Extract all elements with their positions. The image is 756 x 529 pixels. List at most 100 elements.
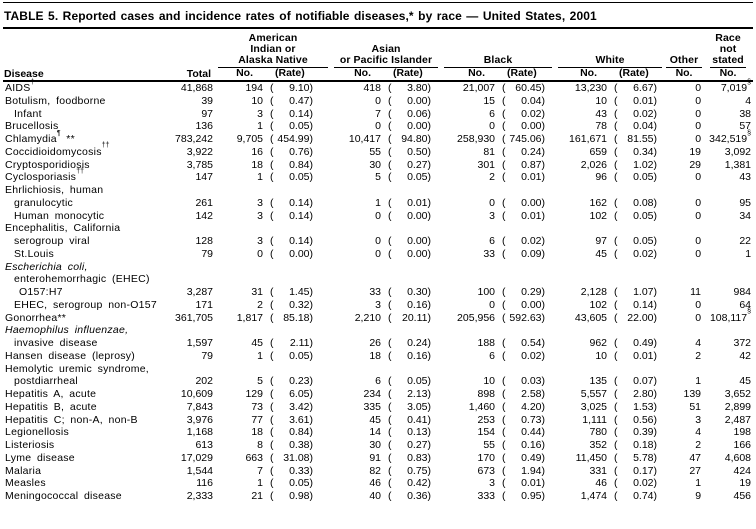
- cell-other-no: 0: [695, 133, 702, 145]
- cell-disease: St.Louis: [14, 247, 54, 260]
- cell-aian-rate: [265, 324, 331, 337]
- table-row: Cyclosporiasis†† 147 1 (0.05) 5 (0.05) 2 (0.01)…: [3, 168, 753, 184]
- cell-other-no: 1: [695, 375, 702, 388]
- cell-black-rate: (1.94): [502, 464, 546, 477]
- cell-aian-no: [215, 261, 265, 274]
- cell-api-rate: (0.83): [388, 451, 431, 464]
- cell-black-no: 188: [477, 337, 496, 349]
- cell-black-no: 333: [477, 490, 496, 502]
- cell-black-rate: (0.09): [502, 247, 546, 260]
- cell-total: 3,922: [186, 145, 213, 158]
- cell-race-not-stated-no: 342,519§: [709, 129, 752, 146]
- cell-aian-rate: (31.08): [270, 451, 313, 464]
- cell-race-not-stated-no: 1: [745, 247, 752, 260]
- cell-white-rate: (0.05): [614, 171, 658, 184]
- cell-api-rate: (0.41): [388, 413, 431, 426]
- group-underline: [710, 67, 747, 68]
- cell-aian-no: 21: [251, 490, 263, 502]
- table-row: Lyme disease 17,029 663 (31.08) 91 (0.83) 170 (…: [3, 452, 753, 465]
- cell-disease: Botulism, foodborne: [5, 94, 106, 107]
- cell-aian-rate: (0.00): [270, 247, 313, 260]
- cell-api-no: [331, 324, 383, 337]
- table-row: Gonorrhea** 361,705 1,817 (85.18) 2,210 (20.1…: [3, 308, 753, 325]
- cell-white-rate: (0.08): [614, 196, 658, 209]
- cell-white-no: 96: [595, 171, 608, 184]
- cell-disease: Hepatitis A, acute: [5, 388, 97, 400]
- cell-other-no: 1: [695, 477, 702, 490]
- footnote-marker: †: [30, 78, 35, 86]
- cell-white-no: 102: [589, 298, 608, 311]
- cell-aian-no: 194: [245, 82, 263, 94]
- cell-black-no: 170: [477, 451, 496, 464]
- cell-black-rate: [497, 261, 555, 274]
- footnote-marker: ††: [101, 142, 110, 150]
- cell-api-no: 6: [375, 375, 381, 388]
- cell-api-no: 82: [369, 464, 381, 477]
- cell-other-no: 2: [695, 439, 702, 451]
- cell-aian-no: 3: [257, 196, 263, 209]
- cell-other-no: [665, 324, 703, 337]
- cell-aian-no: 3: [257, 235, 263, 247]
- cell-api-rate: (0.16): [388, 349, 431, 362]
- cell-white-no: 78: [595, 120, 608, 133]
- cell-black-no: 100: [477, 286, 496, 298]
- cell-white-rate: (0.01): [614, 94, 658, 107]
- cell-white-no: [555, 184, 609, 197]
- cell-white-rate: [609, 324, 665, 337]
- cell-white-no: [555, 261, 609, 274]
- cell-aian-no: [215, 324, 265, 337]
- cell-aian-rate: (0.98): [270, 490, 313, 502]
- cell-black-rate: (60.45): [502, 82, 546, 94]
- footnote-marker: §: [747, 129, 752, 137]
- cell-api-no: 5: [375, 171, 381, 184]
- cell-race-not-stated-no: [703, 324, 753, 337]
- cell-black-no: 6: [489, 235, 496, 247]
- cell-total: 79: [201, 349, 213, 362]
- cell-white-rate: (22.00): [614, 311, 658, 324]
- cell-disease: AIDS†: [5, 78, 35, 95]
- cell-black-rate: (0.24): [502, 145, 546, 158]
- table-header: Disease Total American Indian or Alaska Nati…: [3, 33, 754, 82]
- table-row: Haemophilus influenzae,: [3, 324, 753, 337]
- cell-other-no: 29: [689, 158, 702, 171]
- cell-black-no: 6: [489, 349, 496, 362]
- cell-other-no: 0: [695, 120, 702, 133]
- cell-total: 3,287: [186, 286, 213, 298]
- cell-black-no: 0: [489, 196, 496, 209]
- column-subheader: (Rate): [497, 68, 556, 82]
- group-header-row: Disease Total American Indian or Alaska Nati…: [3, 33, 753, 82]
- cell-black-rate: (0.44): [502, 426, 546, 439]
- cell-white-rate: [609, 273, 665, 286]
- column-header-total: Total: [153, 33, 215, 82]
- cell-other-no: [665, 261, 703, 274]
- cell-disease: Hepatitis C; non-A, non-B: [5, 413, 138, 426]
- cell-black-rate: (0.01): [502, 209, 546, 222]
- cell-aian-rate: [265, 363, 331, 376]
- cell-aian-no: [215, 184, 265, 197]
- cell-black-no: 205,956: [457, 311, 496, 324]
- table-row: Infant 97 3 (0.14) 7 (0.06) 6 (0.02) 43 (0.02) 0 38: [3, 108, 753, 121]
- column-group-header: Asian or Pacific Islander: [331, 33, 441, 68]
- cell-white-rate: (0.49): [614, 337, 658, 349]
- cell-black-rate: (0.01): [502, 171, 546, 184]
- cell-api-rate: [383, 184, 441, 197]
- cell-total: 1,597: [186, 337, 213, 349]
- footnote-marker: ¶: [56, 129, 61, 137]
- cell-disease: postdiarrheal: [14, 375, 78, 388]
- cell-white-no: [555, 222, 609, 235]
- footnote-marker: §: [747, 78, 752, 86]
- cell-white-rate: [609, 184, 665, 197]
- cell-other-no: 9: [695, 490, 702, 502]
- cell-total: 142: [195, 209, 213, 222]
- cell-black-no: 10: [483, 375, 496, 388]
- group-underline: [666, 67, 703, 68]
- cell-api-no: 10,417: [348, 133, 381, 145]
- cell-white-no: 659: [589, 145, 608, 158]
- cell-white-no: 43,605: [574, 311, 608, 324]
- cell-white-no: [555, 324, 609, 337]
- cell-white-no: 97: [595, 235, 608, 247]
- cell-black-rate: (0.03): [502, 375, 546, 388]
- table-row: Chlamydia¶ ** 783,242 9,705 (454.99) 10,417 (…: [3, 129, 753, 146]
- cell-aian-no: 1: [257, 120, 263, 133]
- cell-other-no: 4: [695, 337, 702, 349]
